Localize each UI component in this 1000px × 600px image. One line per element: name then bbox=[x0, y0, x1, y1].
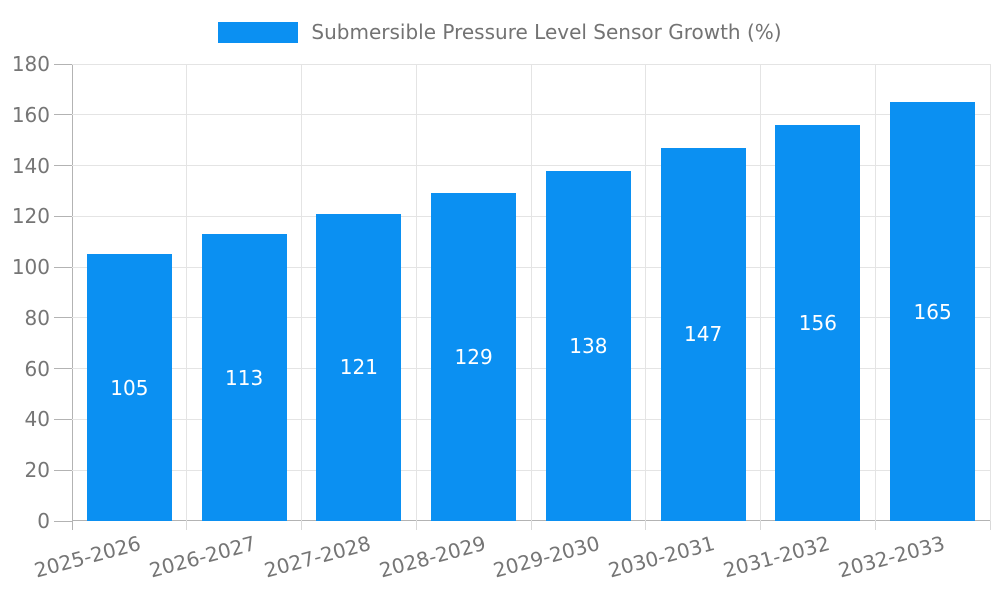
bar bbox=[316, 213, 402, 521]
y-axis-label: 180 bbox=[11, 52, 50, 76]
bar-value-label: 129 bbox=[454, 345, 493, 370]
bar bbox=[890, 102, 976, 521]
y-tick bbox=[54, 368, 72, 370]
y-axis-label: 140 bbox=[11, 153, 50, 178]
legend-swatch[interactable] bbox=[218, 21, 299, 43]
y-axis-label: 60 bbox=[24, 356, 50, 381]
y-axis-label: 80 bbox=[24, 305, 50, 330]
bar-value-label: 147 bbox=[684, 322, 723, 347]
v-gridline bbox=[186, 64, 188, 521]
y-tick bbox=[54, 317, 72, 319]
y-tick bbox=[54, 418, 72, 420]
bar-value-label: 105 bbox=[110, 375, 149, 400]
bar bbox=[775, 124, 861, 521]
bar-value-label: 138 bbox=[569, 333, 608, 358]
x-axis-label: 2025-2026 bbox=[32, 531, 144, 583]
y-axis-label: 20 bbox=[24, 458, 50, 483]
y-tick bbox=[54, 469, 72, 471]
bar bbox=[545, 170, 631, 521]
x-tick bbox=[186, 521, 188, 530]
y-tick bbox=[54, 266, 72, 268]
x-tick bbox=[530, 521, 532, 530]
y-axis-label: 120 bbox=[11, 204, 50, 229]
legend-label[interactable]: Submersible Pressure Level Sensor Growth… bbox=[311, 20, 782, 44]
x-tick bbox=[645, 521, 647, 530]
y-tick bbox=[54, 114, 72, 116]
y-tick bbox=[54, 165, 72, 167]
v-gridline bbox=[415, 64, 417, 521]
y-tick bbox=[54, 520, 72, 522]
legend[interactable]: Submersible Pressure Level Sensor Growth… bbox=[0, 20, 1000, 44]
y-axis-label: 40 bbox=[24, 407, 50, 432]
x-axis-label: 2030-2031 bbox=[605, 531, 718, 583]
x-axis-label: 2029-2030 bbox=[491, 531, 603, 583]
x-axis-label: 2026-2027 bbox=[146, 531, 259, 583]
v-gridline bbox=[301, 64, 302, 521]
x-tick bbox=[301, 521, 302, 530]
bar bbox=[431, 193, 517, 521]
v-gridline bbox=[989, 64, 991, 521]
x-tick bbox=[989, 521, 991, 530]
y-axis-label: 0 bbox=[37, 509, 50, 533]
x-tick bbox=[415, 521, 417, 530]
x-axis-label: 2032-2033 bbox=[835, 531, 947, 583]
bar-value-label: 156 bbox=[798, 310, 837, 335]
y-tick bbox=[54, 215, 72, 217]
x-axis-label: 2031-2032 bbox=[720, 531, 833, 583]
bar bbox=[86, 254, 172, 521]
bar-value-label: 113 bbox=[225, 365, 264, 390]
bar bbox=[660, 147, 746, 521]
bar-value-label: 121 bbox=[339, 355, 378, 380]
x-tick bbox=[71, 521, 73, 530]
y-tick bbox=[54, 63, 72, 65]
y-axis-label: 100 bbox=[11, 255, 50, 280]
x-tick bbox=[760, 521, 761, 530]
v-gridline bbox=[760, 64, 761, 521]
v-gridline bbox=[645, 64, 647, 521]
x-axis-label: 2027-2028 bbox=[261, 531, 374, 583]
bar bbox=[201, 234, 287, 521]
y-axis-label: 160 bbox=[11, 102, 50, 127]
x-axis-label: 2028-2029 bbox=[376, 531, 488, 583]
v-gridline bbox=[530, 64, 532, 521]
v-gridline bbox=[874, 64, 876, 521]
bar-value-label: 165 bbox=[913, 299, 952, 324]
x-tick bbox=[874, 521, 876, 530]
